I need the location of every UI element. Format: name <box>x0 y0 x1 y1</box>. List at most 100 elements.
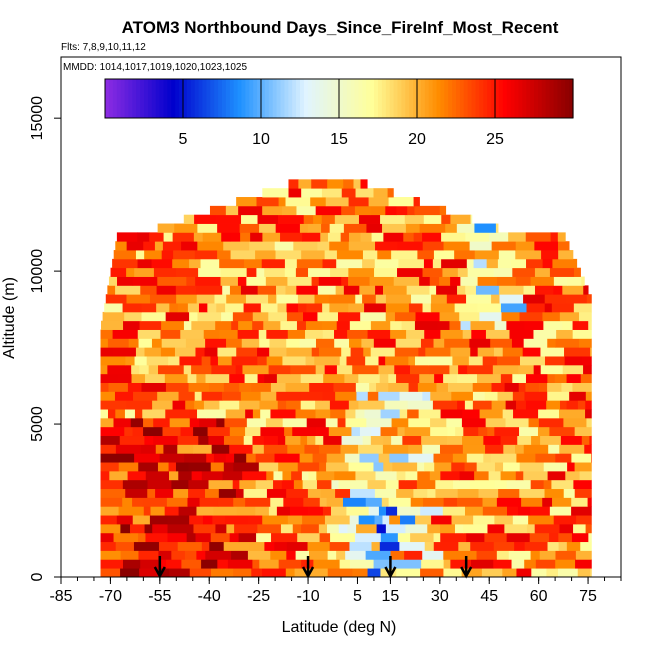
heatmap-cell <box>322 258 337 269</box>
heatmap-cell <box>417 470 431 481</box>
heatmap-cell <box>559 409 586 419</box>
heatmap-cell <box>556 329 574 339</box>
heatmap-cell <box>512 391 525 401</box>
heatmap-cell <box>583 285 589 295</box>
heatmap-cell <box>382 223 407 233</box>
heatmap-cell <box>508 232 527 242</box>
heatmap-cell <box>519 488 545 498</box>
heatmap-cell <box>347 329 368 339</box>
heatmap-cell <box>468 356 484 366</box>
colorbar-segment <box>257 79 262 118</box>
heatmap-cell <box>396 373 420 383</box>
heatmap-cell <box>485 417 506 428</box>
colorbar-segment <box>108 79 114 118</box>
heatmap-cell <box>100 488 126 498</box>
heatmap-cell <box>217 559 229 569</box>
heatmap-cell <box>153 267 177 277</box>
heatmap-cell <box>375 241 398 251</box>
heatmap-cell <box>474 223 497 233</box>
heatmap-cell <box>419 223 446 233</box>
colorbar-segment <box>120 79 126 118</box>
heatmap-cell <box>127 382 142 392</box>
heatmap-cell <box>429 364 450 375</box>
heatmap-cell <box>270 409 296 419</box>
heatmap-cell <box>484 391 498 401</box>
colorbar-segment <box>549 79 555 118</box>
heatmap-cell <box>232 311 254 322</box>
heatmap-cell <box>516 453 536 463</box>
heatmap-cell <box>329 400 350 410</box>
heatmap-cell <box>466 532 485 543</box>
heatmap-cell <box>501 311 520 322</box>
heatmap-cell <box>458 541 471 551</box>
colorbar-segment <box>296 79 301 118</box>
heatmap-cell <box>265 276 288 286</box>
heatmap-cell <box>515 470 524 481</box>
heatmap-cell <box>286 400 302 410</box>
heatmap-cell <box>327 232 342 242</box>
heatmap-cell <box>341 276 349 286</box>
heatmap-cell <box>535 559 556 569</box>
heatmap-cell <box>251 568 263 577</box>
heatmap-cell <box>354 205 371 216</box>
colorbar-segment <box>346 79 352 118</box>
heatmap-cell <box>431 515 452 525</box>
colorbar-segment <box>537 79 543 118</box>
heatmap-cell <box>246 267 257 277</box>
heatmap-cell <box>446 417 463 428</box>
heatmap-cell <box>579 470 592 481</box>
heatmap-cell <box>516 400 527 410</box>
heatmap-cell <box>241 214 258 224</box>
heatmap-cell <box>585 523 592 534</box>
heatmap-cell <box>373 188 388 198</box>
heatmap-cell <box>243 303 262 313</box>
heatmap-cell <box>405 470 418 481</box>
heatmap-cell <box>358 444 384 454</box>
heatmap-cell <box>511 559 525 569</box>
heatmap-cell <box>138 462 159 472</box>
heatmap-cell <box>133 391 158 401</box>
heatmap-cell <box>463 426 479 437</box>
heatmap-cell <box>466 258 474 269</box>
heatmap-cell <box>509 329 534 339</box>
colorbar-tick-label: 25 <box>486 131 504 148</box>
heatmap-cell <box>239 400 260 410</box>
colorbar-segment <box>315 79 321 118</box>
heatmap-cell <box>124 409 136 419</box>
heatmap-cell <box>259 559 280 569</box>
heatmap-cell <box>130 523 145 534</box>
colorbar-segment <box>128 79 133 118</box>
heatmap-cell <box>172 232 195 242</box>
heatmap-cell <box>408 303 423 313</box>
heatmap-cell <box>149 294 177 304</box>
heatmap-cell <box>335 488 351 498</box>
heatmap-cell <box>583 364 592 375</box>
heatmap-cell <box>134 267 155 277</box>
heatmap-cell <box>201 559 218 569</box>
heatmap-cell <box>234 453 247 463</box>
heatmap-cell <box>442 506 466 516</box>
heatmap-cell <box>325 417 338 428</box>
heatmap-cell <box>490 338 513 348</box>
heatmap-cell <box>251 382 272 392</box>
heatmap-cell <box>322 329 335 339</box>
heatmap-cell <box>547 338 556 348</box>
mmdd-annotation: MMDD: 1014,1017,1019,1020,1023,1025 <box>63 62 247 73</box>
heatmap-cell <box>229 285 242 295</box>
heatmap-cell <box>543 479 552 490</box>
heatmap-cell <box>589 435 592 445</box>
colorbar-segment <box>459 79 465 118</box>
heatmap-cell <box>257 356 268 366</box>
heatmap-cell <box>311 179 328 189</box>
heatmap-cell <box>107 364 132 375</box>
heatmap-cell <box>120 523 131 534</box>
heatmap-cell <box>591 453 592 463</box>
heatmap-cell <box>338 479 351 490</box>
heatmap-cell <box>415 515 432 525</box>
heatmap-cell <box>132 276 158 286</box>
heatmap-cell <box>558 541 568 551</box>
colorbar-segment <box>502 79 508 118</box>
heatmap-cell <box>219 329 239 339</box>
heatmap-cell <box>142 497 168 507</box>
heatmap-cell <box>491 400 507 410</box>
